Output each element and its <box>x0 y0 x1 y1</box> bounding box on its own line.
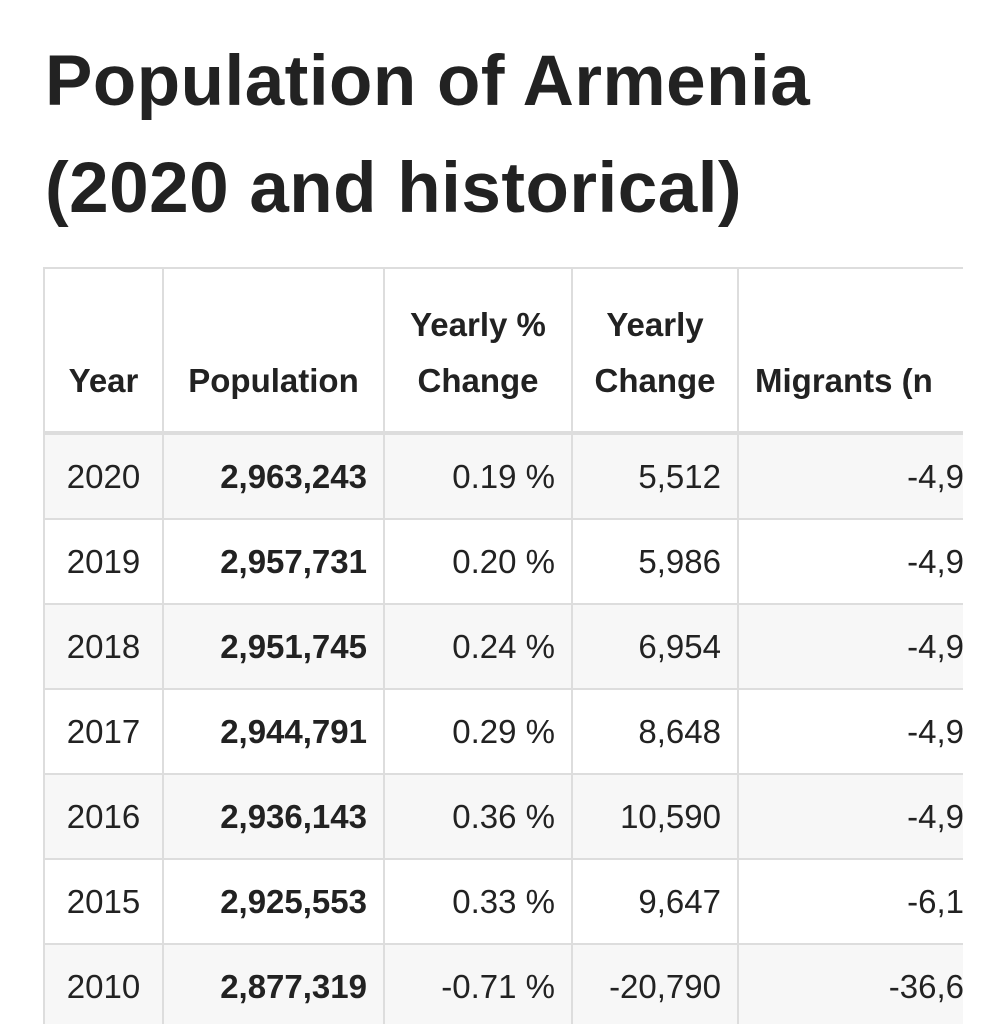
table-cell: -4,9 <box>737 518 963 605</box>
table-row: 2015 2,925,553 0.33 % 9,647 -6,1 <box>43 858 963 945</box>
table-cell: 2016 <box>43 773 164 860</box>
table-row: 2020 2,963,243 0.19 % 5,512 -4,9 <box>43 432 963 520</box>
table-cell: 2,936,143 <box>162 773 385 860</box>
table-cell: 2,957,731 <box>162 518 385 605</box>
table-cell: 2,951,745 <box>162 603 385 690</box>
table-cell: -4,9 <box>737 688 963 775</box>
table-row: 2016 2,936,143 0.36 % 10,590 -4,9 <box>43 773 963 860</box>
column-header: Migrants (n <box>737 267 963 435</box>
table-cell: -20,790 <box>571 943 739 1024</box>
table-cell: -36,6 <box>737 943 963 1024</box>
table-cell: 0.36 % <box>383 773 573 860</box>
table-row: 2010 2,877,319 -0.71 % -20,790 -36,6 <box>43 943 963 1024</box>
table-cell: 2019 <box>43 518 164 605</box>
table-cell: 2,963,243 <box>162 432 385 520</box>
table-cell: -4,9 <box>737 432 963 520</box>
population-table: Year Population Yearly % Change Yearly Chan… <box>43 267 963 1024</box>
column-header: Population <box>162 267 385 435</box>
table-cell: 5,986 <box>571 518 739 605</box>
table-cell: 6,954 <box>571 603 739 690</box>
table-cell: 0.19 % <box>383 432 573 520</box>
table-cell: 0.29 % <box>383 688 573 775</box>
column-header: Yearly % Change <box>383 267 573 435</box>
table-cell: 8,648 <box>571 688 739 775</box>
column-header: Year <box>43 267 164 435</box>
table-cell: 0.20 % <box>383 518 573 605</box>
table-cell: -6,1 <box>737 858 963 945</box>
table-row: 2019 2,957,731 0.20 % 5,986 -4,9 <box>43 518 963 605</box>
column-header: Yearly Change <box>571 267 739 435</box>
table-cell: 5,512 <box>571 432 739 520</box>
table-cell: 2018 <box>43 603 164 690</box>
table-cell: 2,877,319 <box>162 943 385 1024</box>
table-cell: 2020 <box>43 432 164 520</box>
table-body: 2020 2,963,243 0.19 % 5,512 -4,9 2019 2,957,73… <box>43 432 963 1024</box>
table-cell: 10,590 <box>571 773 739 860</box>
header-row: Year Population Yearly % Change Yearly Chan… <box>43 267 963 435</box>
table-cell: 0.24 % <box>383 603 573 690</box>
title: Population of Armenia (2020 and historic… <box>45 42 811 228</box>
table-row: 2017 2,944,791 0.29 % 8,648 -4,9 <box>43 688 963 775</box>
table-cell: 2015 <box>43 858 164 945</box>
table-cell: -4,9 <box>737 603 963 690</box>
table-cell: 0.33 % <box>383 858 573 945</box>
table-head: Year Population Yearly % Change Yearly Chan… <box>43 267 963 435</box>
table-cell: 2,925,553 <box>162 858 385 945</box>
table-cell: -0.71 % <box>383 943 573 1024</box>
table-row: 2018 2,951,745 0.24 % 6,954 -4,9 <box>43 603 963 690</box>
table-wrapper: Year Population Yearly % Change Yearly Chan… <box>43 267 963 1024</box>
table-cell: 2,944,791 <box>162 688 385 775</box>
table-cell: 2010 <box>43 943 164 1024</box>
table-cell: 9,647 <box>571 858 739 945</box>
table-cell: -4,9 <box>737 773 963 860</box>
table-cell: 2017 <box>43 688 164 775</box>
